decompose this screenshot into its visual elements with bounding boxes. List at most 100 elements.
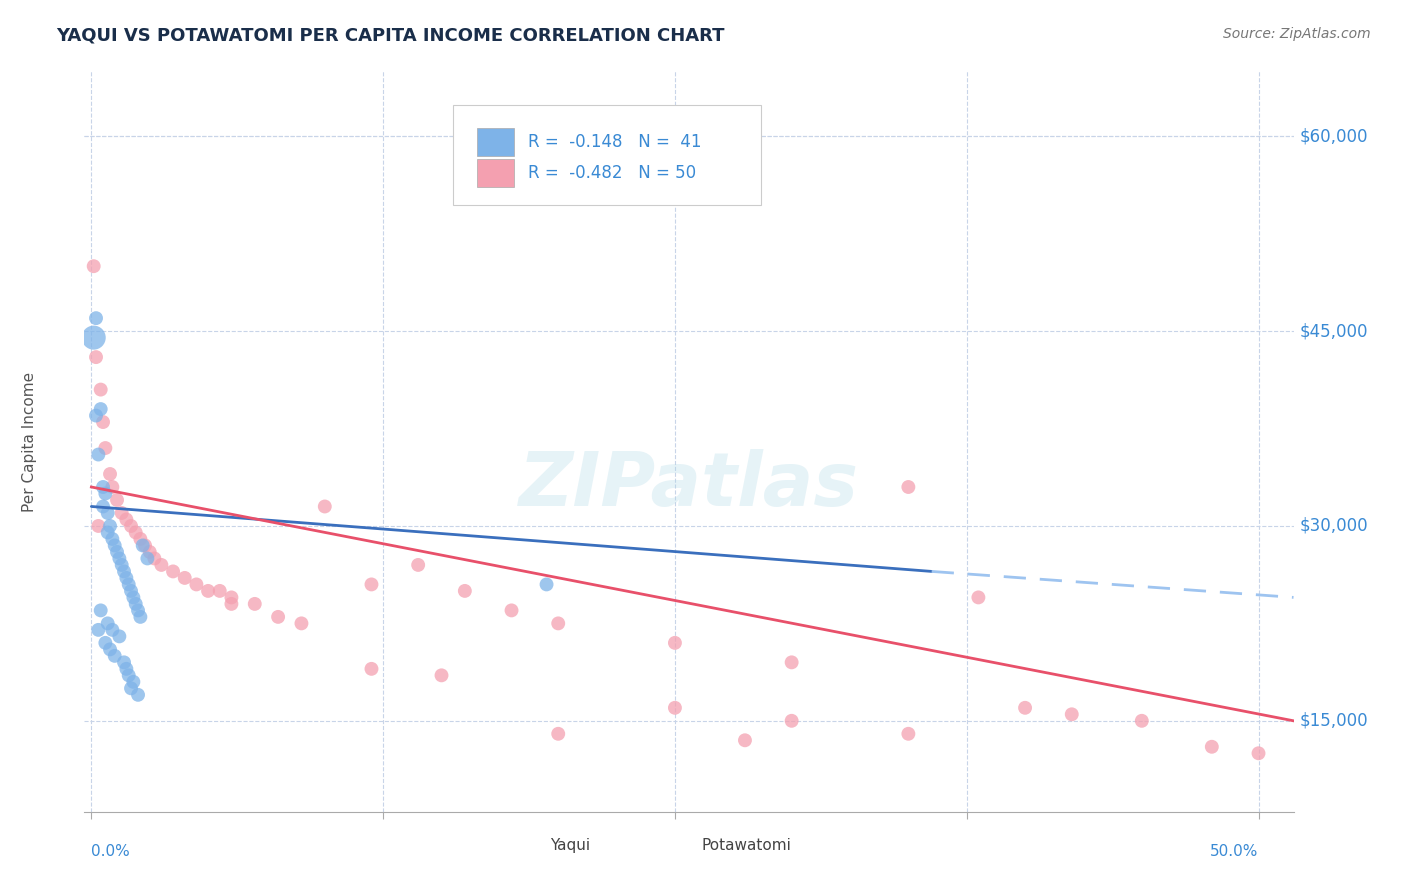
Point	[84, 350, 107, 364]
Point	[115, 571, 138, 585]
Point	[101, 623, 124, 637]
Point	[129, 532, 152, 546]
Point	[267, 610, 290, 624]
Point	[91, 480, 114, 494]
Point	[132, 538, 155, 552]
Point	[122, 674, 145, 689]
Point	[91, 415, 114, 429]
Text: $15,000: $15,000	[1299, 712, 1368, 730]
Text: R =  -0.148   N =  41: R = -0.148 N = 41	[529, 133, 702, 151]
Text: ZIPatlas: ZIPatlas	[519, 450, 859, 523]
Text: R =  -0.482   N = 50: R = -0.482 N = 50	[529, 164, 696, 182]
Text: Per Capita Income: Per Capita Income	[22, 371, 38, 512]
Point	[101, 532, 124, 546]
Point	[120, 681, 142, 696]
Point	[98, 642, 121, 657]
Point	[314, 500, 336, 514]
Text: 50.0%: 50.0%	[1211, 844, 1258, 859]
Text: 0.0%: 0.0%	[91, 844, 131, 859]
Point	[115, 512, 138, 526]
Point	[111, 558, 134, 572]
Point	[1014, 701, 1036, 715]
Point	[97, 616, 120, 631]
FancyBboxPatch shape	[478, 159, 513, 186]
Point	[108, 551, 131, 566]
Text: $30,000: $30,000	[1299, 517, 1368, 535]
Point	[360, 662, 382, 676]
Point	[734, 733, 756, 747]
Point	[129, 610, 152, 624]
Point	[138, 545, 160, 559]
Point	[501, 603, 523, 617]
Point	[547, 727, 569, 741]
Point	[243, 597, 266, 611]
Point	[290, 616, 312, 631]
Point	[967, 591, 990, 605]
FancyBboxPatch shape	[513, 834, 540, 856]
FancyBboxPatch shape	[665, 834, 692, 856]
Point	[83, 331, 105, 345]
Point	[430, 668, 453, 682]
Point	[664, 636, 686, 650]
Point	[97, 506, 120, 520]
Point	[122, 591, 145, 605]
Point	[120, 519, 142, 533]
Point	[1060, 707, 1083, 722]
Point	[780, 714, 803, 728]
Point	[90, 402, 112, 417]
Point	[127, 688, 149, 702]
Point	[1130, 714, 1153, 728]
Point	[84, 409, 107, 423]
Point	[98, 519, 121, 533]
Point	[118, 577, 141, 591]
Point	[173, 571, 195, 585]
Point	[87, 519, 110, 533]
Point	[454, 583, 477, 598]
Point	[143, 551, 166, 566]
Point	[104, 538, 127, 552]
Point	[112, 565, 135, 579]
Point	[90, 383, 112, 397]
Point	[897, 727, 920, 741]
Text: Yaqui: Yaqui	[550, 838, 591, 853]
Point	[97, 525, 120, 540]
Point	[536, 577, 558, 591]
Point	[84, 311, 107, 326]
Point	[94, 441, 117, 455]
Point	[125, 525, 148, 540]
Point	[105, 545, 128, 559]
Point	[897, 480, 920, 494]
Point	[134, 538, 156, 552]
Point	[150, 558, 173, 572]
Text: YAQUI VS POTAWATOMI PER CAPITA INCOME CORRELATION CHART: YAQUI VS POTAWATOMI PER CAPITA INCOME CO…	[56, 27, 724, 45]
Point	[780, 656, 803, 670]
Point	[360, 577, 382, 591]
Point	[1201, 739, 1223, 754]
Point	[208, 583, 231, 598]
Point	[118, 668, 141, 682]
Point	[83, 259, 105, 273]
Point	[91, 500, 114, 514]
Point	[1247, 746, 1270, 760]
Point	[547, 616, 569, 631]
Point	[186, 577, 208, 591]
Text: $60,000: $60,000	[1299, 128, 1368, 145]
Point	[105, 493, 128, 508]
Point	[111, 506, 134, 520]
Point	[94, 636, 117, 650]
Point	[221, 597, 243, 611]
Point	[127, 603, 149, 617]
Point	[120, 583, 142, 598]
Point	[94, 486, 117, 500]
Point	[90, 603, 112, 617]
Point	[108, 629, 131, 643]
Point	[115, 662, 138, 676]
Point	[162, 565, 184, 579]
Point	[136, 551, 159, 566]
Text: $45,000: $45,000	[1299, 322, 1368, 340]
FancyBboxPatch shape	[478, 128, 513, 156]
Point	[197, 583, 219, 598]
Point	[664, 701, 686, 715]
Text: Potawatomi: Potawatomi	[702, 838, 792, 853]
Point	[125, 597, 148, 611]
